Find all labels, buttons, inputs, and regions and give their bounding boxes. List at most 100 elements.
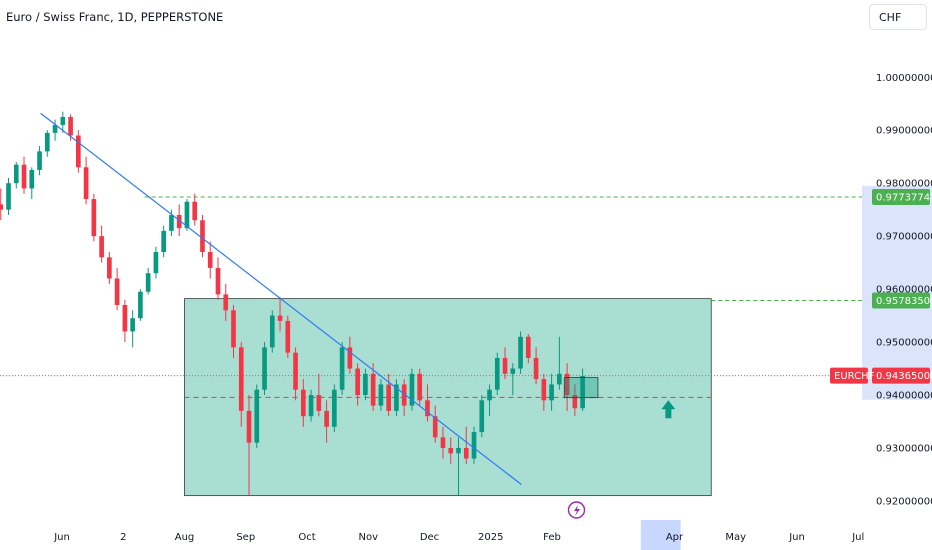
x-tick-label: Sep bbox=[236, 532, 255, 543]
candle-body bbox=[494, 357, 500, 390]
candle-body bbox=[502, 357, 508, 374]
candle-body bbox=[440, 437, 446, 448]
lightning-bolt bbox=[574, 505, 580, 516]
candle-body bbox=[29, 169, 35, 189]
y-tick-label: 0.970000000 bbox=[876, 232, 932, 243]
candle-body bbox=[386, 384, 391, 411]
candle-body bbox=[107, 257, 112, 279]
x-tick-label: Aug bbox=[175, 532, 195, 543]
candle-body bbox=[13, 164, 19, 184]
candle-body bbox=[145, 273, 151, 292]
candle-body bbox=[114, 278, 120, 305]
chart-title: Euro / Swiss Franc, 1D, PEPPERSTONE bbox=[6, 10, 224, 24]
entry-box bbox=[563, 377, 599, 399]
candle-body bbox=[300, 389, 306, 417]
y-tick-label: 0.980000000 bbox=[876, 179, 932, 190]
symbol-label: EURCHF bbox=[834, 371, 875, 382]
candle-body bbox=[510, 368, 516, 374]
y-tick-label: 0.920000000 bbox=[876, 496, 932, 507]
candle-body bbox=[68, 116, 73, 136]
y-tick-label: 0.950000000 bbox=[876, 338, 932, 349]
candle-body bbox=[254, 389, 260, 443]
y-tick-label: 1.000000000 bbox=[876, 73, 932, 84]
x-tick-label: 2 bbox=[120, 532, 126, 543]
x-tick-label: Dec bbox=[420, 532, 439, 543]
candle-body bbox=[0, 204, 4, 210]
candle-body bbox=[91, 199, 97, 237]
candle-body bbox=[463, 447, 469, 459]
candle-body bbox=[184, 201, 190, 229]
candle-body bbox=[425, 400, 430, 417]
x-tick-label: May bbox=[725, 532, 746, 543]
candle-body bbox=[153, 252, 159, 274]
candle-body bbox=[479, 400, 485, 433]
y-tick-label: 0.930000000 bbox=[876, 443, 932, 454]
candle-body bbox=[448, 447, 454, 454]
x-tick-label: Nov bbox=[358, 532, 378, 543]
candle-body bbox=[409, 373, 415, 406]
axes-layer: 1.000000000 0.990000000 0.980000000 0.97000… bbox=[53, 73, 932, 543]
level-lines-layer bbox=[0, 196, 862, 398]
candle-body bbox=[347, 347, 353, 369]
y-tick-label: 0.960000000 bbox=[876, 285, 932, 296]
candle-body bbox=[417, 373, 423, 401]
candle-body bbox=[401, 384, 407, 406]
x-tick-label: 2025 bbox=[478, 532, 503, 543]
candle-body bbox=[37, 151, 42, 170]
candle-body bbox=[355, 368, 360, 396]
candle-body bbox=[293, 352, 298, 390]
price-tag bbox=[872, 189, 930, 206]
candle-body bbox=[572, 395, 578, 409]
candle-body bbox=[394, 384, 399, 411]
candle-body bbox=[269, 315, 275, 348]
candle-body bbox=[192, 201, 198, 221]
candle-body bbox=[223, 294, 229, 311]
up-arrow-icon bbox=[661, 400, 676, 419]
candle-body bbox=[370, 373, 376, 406]
candle-body bbox=[44, 132, 50, 152]
candle-body bbox=[138, 291, 143, 319]
candle-body bbox=[332, 389, 337, 427]
candle-body bbox=[262, 347, 267, 390]
candle-body bbox=[246, 410, 252, 443]
candle-body bbox=[215, 267, 221, 295]
candle-body bbox=[541, 379, 547, 401]
candle-body bbox=[200, 220, 205, 253]
candle-body bbox=[6, 183, 11, 210]
candle-body bbox=[285, 320, 291, 353]
candle-body bbox=[169, 214, 174, 231]
candle-body bbox=[324, 410, 329, 427]
candle-body bbox=[471, 432, 477, 459]
candle-body bbox=[52, 124, 58, 133]
overlay-layer bbox=[40, 112, 676, 519]
time-axis-highlight bbox=[640, 520, 681, 550]
x-tick-label: Feb bbox=[543, 532, 561, 543]
candle-body bbox=[76, 135, 81, 168]
price-tag-label: 0.957835099 bbox=[876, 296, 932, 307]
candle-body bbox=[487, 389, 492, 401]
x-tick-label: Jun bbox=[53, 532, 70, 543]
candle-body bbox=[308, 395, 314, 417]
symbol-tag bbox=[830, 367, 868, 384]
candle-body bbox=[99, 236, 104, 258]
price-tag bbox=[872, 367, 930, 384]
currency-button[interactable]: CHF bbox=[869, 4, 927, 30]
candle-body bbox=[21, 164, 27, 189]
trendline bbox=[40, 112, 522, 485]
candle-body bbox=[60, 116, 66, 125]
price-tag bbox=[872, 292, 930, 309]
x-tick-label: Apr bbox=[666, 532, 684, 543]
candle-body bbox=[525, 336, 531, 358]
candle-body bbox=[277, 315, 283, 321]
candle-body bbox=[207, 252, 213, 268]
candle-body bbox=[456, 447, 461, 454]
y-tick-label: 0.990000000 bbox=[876, 126, 932, 137]
price-tag-label: 0.943650000 bbox=[876, 371, 932, 382]
candle-body bbox=[533, 357, 539, 380]
candle-body bbox=[122, 304, 128, 332]
candles-layer bbox=[0, 111, 585, 496]
price-tag-label: 0.977377470 bbox=[876, 193, 932, 204]
candle-body bbox=[378, 384, 384, 406]
candle-body bbox=[549, 384, 554, 401]
